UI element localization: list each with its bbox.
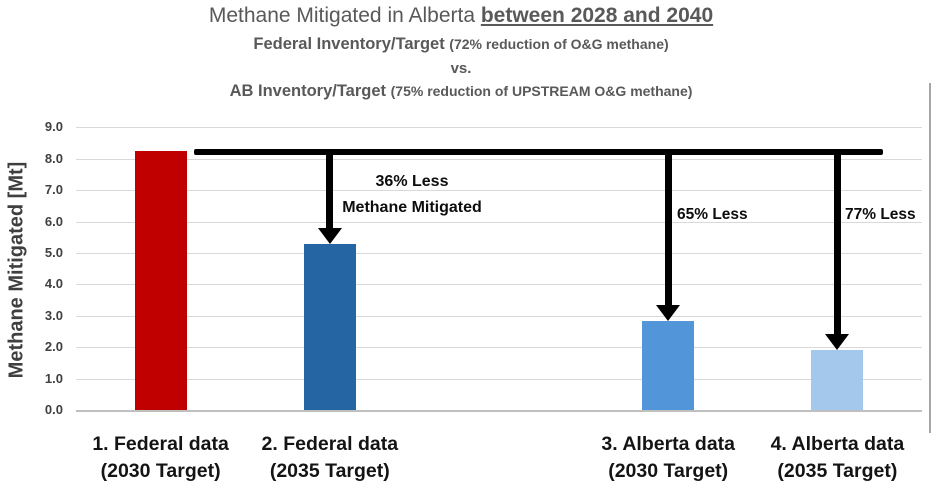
subtitle-federal: Federal Inventory/Target (72% reduction …: [0, 35, 922, 54]
reference-line: [193, 148, 884, 156]
y-tick-label: 9.0: [44, 119, 63, 135]
subtitle-vs: vs.: [450, 60, 472, 77]
y-tick-label: 0.0: [44, 402, 63, 417]
category-label: 3. Alberta data (2030 Target): [601, 433, 736, 482]
gridline: [76, 378, 922, 380]
category-label: 1. Federal data (2030 Target): [92, 433, 229, 482]
bar-1: [134, 150, 187, 410]
title-regular-part: Methane Mitigated in Alberta: [208, 4, 481, 27]
annotation-label: 65% Less: [677, 206, 748, 223]
y-tick-label: 7.0: [44, 182, 63, 198]
subtitle-alberta: AB Inventory/Target (75% reduction of UP…: [0, 82, 922, 101]
down-arrow-head: [317, 227, 342, 244]
chart-title: Methane Mitigated in Alberta between 202…: [0, 4, 922, 28]
y-tick-label: 4.0: [44, 276, 63, 292]
gridline: [76, 315, 922, 317]
category-label: 2. Federal data (2035 Target): [261, 433, 399, 482]
down-arrow-shaft: [326, 151, 334, 230]
down-arrow-shaft: [833, 151, 841, 337]
subtitle-federal-main: Federal Inventory/Target: [253, 35, 450, 53]
title-underlined-part: between 2028 and 2040: [480, 4, 714, 27]
subtitle-alberta-paren: (75% reduction of UPSTREAM O&G methane): [390, 83, 693, 99]
down-arrow-head: [825, 334, 850, 351]
plot-right-border: [929, 83, 931, 433]
annotation-label: 36% Less Methane Mitigated: [342, 173, 482, 216]
y-tick-label: 3.0: [44, 307, 63, 323]
gridline: [76, 284, 922, 286]
category-label: 4. Alberta data (2035 Target): [770, 433, 905, 482]
y-tick-label: 1.0: [44, 370, 63, 386]
x-axis-line: [76, 410, 922, 412]
gridline: [76, 347, 922, 349]
y-tick-label: 5.0: [44, 245, 63, 260]
down-arrow-head: [656, 304, 681, 321]
gridline: [76, 190, 922, 192]
y-tick-label: 6.0: [44, 213, 63, 229]
y-tick-label: 8.0: [44, 150, 63, 166]
bar-2: [303, 243, 356, 410]
subtitle-federal-paren: (72% reduction of O&G methane): [449, 36, 669, 52]
bar-4: [811, 350, 864, 410]
bar-3: [642, 320, 695, 410]
annotation-label: 77% Less: [845, 206, 916, 223]
subtitle-alberta-main: AB Inventory/Target: [229, 82, 391, 100]
y-tick-label: 2.0: [44, 339, 63, 355]
gridline: [76, 127, 922, 129]
chart-title-block: Methane Mitigated in Alberta between 202…: [0, 4, 922, 107]
gridline: [76, 221, 922, 223]
gridline: [76, 158, 922, 160]
down-arrow-shaft: [664, 151, 672, 307]
gridline: [76, 253, 922, 254]
